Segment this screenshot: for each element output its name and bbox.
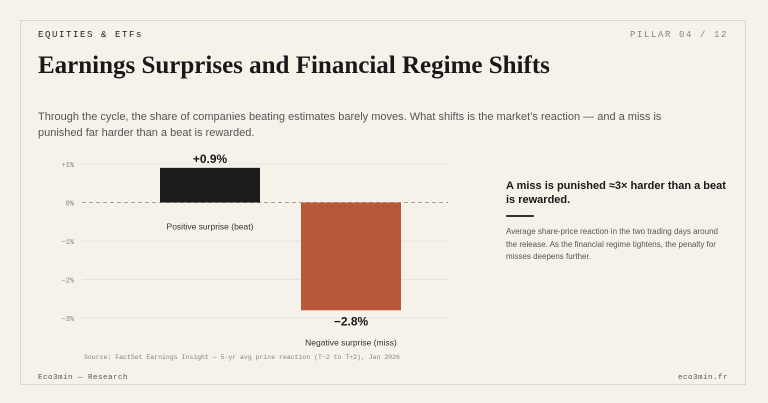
footer-brand: Eco3min — Research <box>38 374 129 382</box>
bar-value-label: −2.8% <box>334 314 369 328</box>
y-tick-label: −3% <box>61 316 74 324</box>
card-frame <box>20 20 746 385</box>
y-tick-label: −2% <box>61 278 74 286</box>
page-subtitle: Through the cycle, the share of companie… <box>38 111 662 139</box>
pillar-counter: PILLAR 04 / 12 <box>629 30 728 40</box>
page-title: Earnings Surprises and Financial Regime … <box>38 52 550 79</box>
source-note: Source: FactSet Earnings Insight — 5-yr … <box>84 354 400 361</box>
callout-divider <box>506 215 534 217</box>
y-tick-label: 0% <box>66 201 75 209</box>
bar-category-label: Negative surprise (miss) <box>305 337 397 347</box>
y-tick-label: −1% <box>61 239 74 247</box>
callout-body: Average share-price reaction in the two … <box>506 227 718 262</box>
callout-heading: A miss is punished ≈3× harder than a bea… <box>506 180 726 206</box>
bar-negative <box>301 202 401 311</box>
y-tick-label: +1% <box>61 162 74 170</box>
footer-url: eco3min.fr <box>677 374 728 382</box>
bar-category-label: Positive surprise (beat) <box>167 222 254 232</box>
section-label: EQUITIES & ETFs <box>38 30 144 40</box>
bar-positive <box>160 167 260 203</box>
bar-value-label: +0.9% <box>193 152 228 166</box>
